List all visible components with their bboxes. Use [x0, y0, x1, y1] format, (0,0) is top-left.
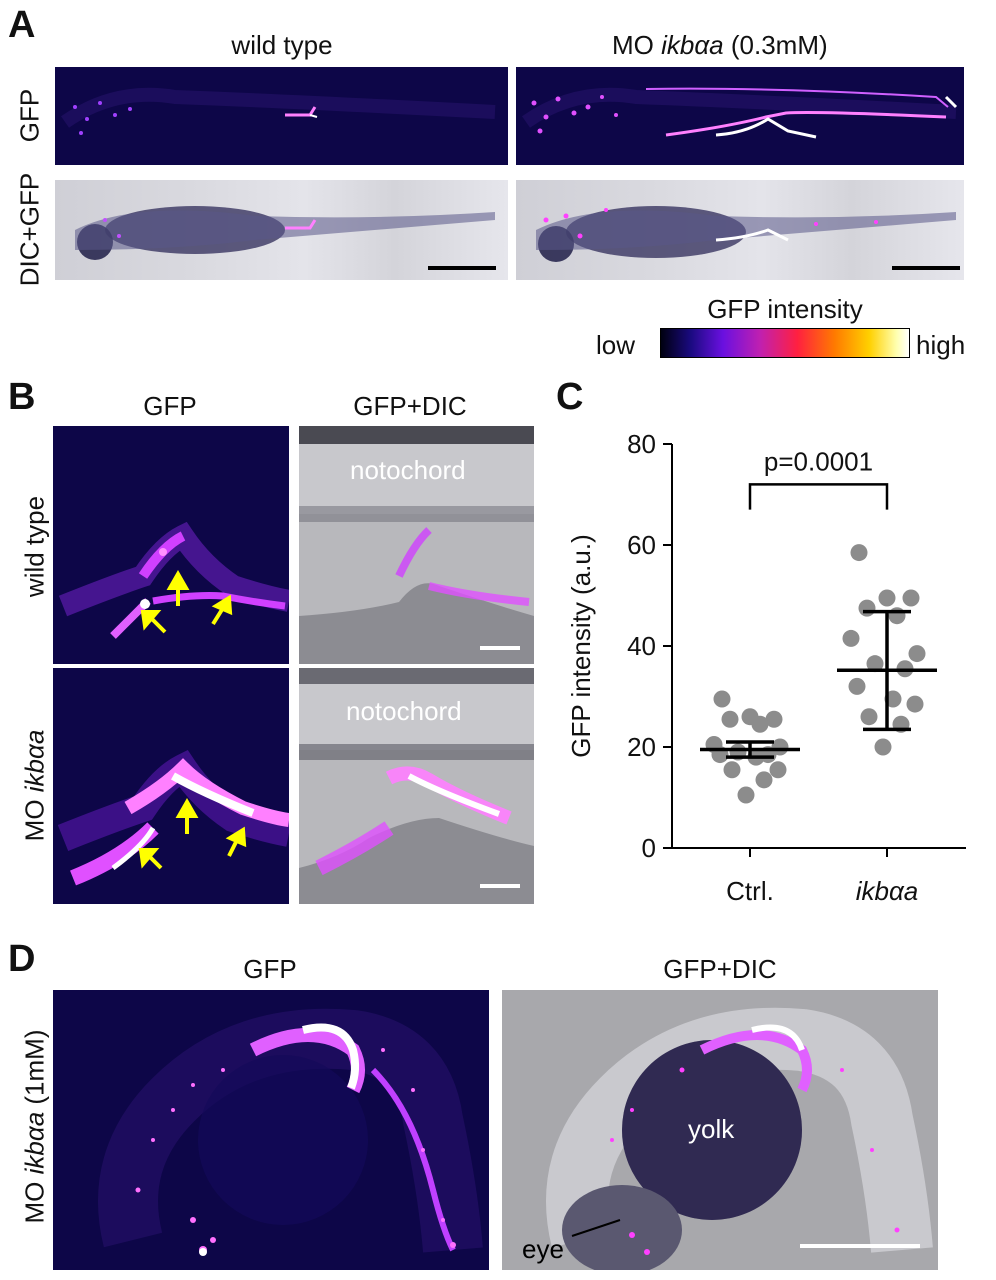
panel-b-gfp-dic-wild-type-image — [299, 426, 534, 664]
panel-b-gfp-wild-type-image — [53, 426, 289, 664]
notochord-label-mo: notochord — [346, 696, 462, 726]
panel-a-scale-bar-1 — [428, 266, 496, 270]
y-tick-label: 0 — [642, 833, 656, 863]
panel-d-col-gfp: GFP — [243, 954, 297, 984]
data-point — [858, 599, 876, 617]
mo-gene: ikbαa — [19, 729, 50, 793]
notochord-label-wt: notochord — [350, 455, 466, 485]
data-point — [878, 589, 896, 607]
y-tick-label: 20 — [627, 732, 656, 762]
data-point — [908, 645, 926, 663]
panel-d-gfp-dic-image — [502, 990, 938, 1270]
arrow-icon — [140, 610, 167, 634]
panel-d-label: D — [8, 938, 36, 980]
data-point — [874, 738, 892, 756]
panel-b-gfp-dic-mo-image — [299, 668, 534, 904]
mo-suffix: (1mM) — [19, 1029, 50, 1112]
mo-gene: ikbαa — [661, 30, 724, 60]
panel-a-scale-bar-2 — [892, 266, 960, 270]
panel-b-col-gfp: GFP — [143, 391, 197, 421]
panel-c-scatter-chart: 0 20 40 60 80 GFP intensity (a.u.) Ctrl. ikbαa p… — [566, 429, 966, 906]
colorbar — [660, 328, 910, 358]
data-point — [713, 690, 731, 708]
arrow-icon — [166, 569, 190, 606]
panel-b-scale-bar-2 — [480, 884, 520, 888]
data-point — [888, 607, 906, 625]
panel-a-row-gfp: GFP — [14, 88, 45, 143]
data-point — [723, 761, 741, 779]
y-tick-label: 80 — [627, 429, 656, 459]
panel-b-row-mo: MO ikbαa — [20, 716, 51, 856]
panel-b-scale-bar-1 — [480, 646, 520, 650]
panel-d-scale-bar — [800, 1244, 920, 1248]
x-tick-label: ikbαa — [856, 876, 919, 906]
p-value-label: p=0.0001 — [764, 446, 873, 476]
panel-a-dic-mo-image — [516, 180, 964, 280]
eye-label: eye — [522, 1234, 564, 1264]
colorbar-title: GFP intensity — [707, 294, 863, 324]
arrow-icon — [225, 826, 247, 857]
mo-gene: ikbαa — [19, 1111, 50, 1175]
arrow-icon — [138, 848, 163, 870]
data-point — [866, 655, 884, 673]
mo-prefix: MO — [19, 792, 50, 842]
data-point — [902, 589, 920, 607]
panel-a-dic-wild-type-image — [55, 180, 508, 280]
panel-b-col-gfp-dic: GFP+DIC — [353, 391, 467, 421]
data-point — [842, 629, 860, 647]
mo-suffix: (0.3mM) — [723, 30, 828, 60]
colorbar-high-label: high — [916, 330, 966, 360]
data-point — [737, 786, 755, 804]
data-point — [860, 708, 878, 726]
panel-b-row-wild-type: wild type — [19, 495, 50, 598]
y-axis-label: GFP intensity (a.u.) — [566, 534, 596, 758]
panel-a-col-wild-type: wild type — [231, 30, 333, 60]
panel-a-col-mo: MO ikbαa (0.3mM) — [612, 32, 828, 58]
colorbar-low-label: low — [596, 330, 636, 360]
panel-d-row-label: MO ikbαa (1mM) — [20, 1017, 51, 1237]
mo-prefix: MO — [19, 1174, 50, 1224]
data-point — [721, 710, 739, 728]
arrow-icon — [175, 797, 199, 834]
mo-prefix: MO — [612, 30, 662, 60]
data-point — [850, 544, 868, 562]
data-point — [848, 677, 866, 695]
data-point — [769, 761, 787, 779]
data-point — [751, 715, 769, 733]
panel-a-gfp-wild-type-image — [55, 67, 508, 165]
arrow-icon — [211, 594, 233, 626]
data-point — [755, 771, 773, 789]
data-point — [906, 695, 924, 713]
panel-b-gfp-mo-image — [53, 668, 289, 904]
yolk-label: yolk — [688, 1114, 735, 1144]
x-tick-label: Ctrl. — [726, 876, 774, 906]
panel-a-label: A — [8, 4, 36, 46]
panel-d-gfp-image — [53, 990, 489, 1270]
significance-bracket — [748, 483, 889, 510]
y-tick-label: 40 — [627, 631, 656, 661]
panel-a-gfp-mo-image — [516, 67, 964, 165]
data-point — [765, 710, 783, 728]
panel-b-label: B — [8, 376, 36, 418]
y-tick-label: 60 — [627, 530, 656, 560]
panel-a-row-dic-gfp: DIC+GFP — [14, 172, 45, 287]
panel-c-label: C — [556, 376, 584, 418]
panel-d-col-gfp-dic: GFP+DIC — [663, 954, 777, 984]
